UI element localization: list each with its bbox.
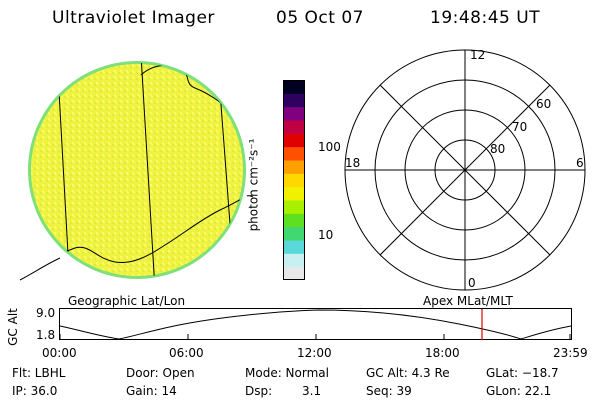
- meridian-line: [140, 63, 156, 277]
- lat-label-80: 80: [490, 142, 506, 156]
- colorbar-segment: [283, 120, 305, 134]
- colorbar-segment: [283, 106, 305, 121]
- lat-label-70: 70: [512, 120, 528, 134]
- x-tick-1200: 12:00: [297, 346, 332, 360]
- colorbar-segment: [283, 253, 305, 268]
- glat-label: GLat: −18.7: [486, 366, 559, 380]
- colorbar-segment: [283, 186, 305, 201]
- mode-label: Mode: Normal: [245, 366, 329, 380]
- colorbar-segment: [283, 160, 305, 174]
- date-label: 05 Oct 07: [276, 8, 364, 28]
- x-tick-0000: 00:00: [42, 346, 77, 360]
- gain-label: Gain: 14: [126, 384, 177, 398]
- mlt-diagonal: [379, 84, 551, 256]
- filter-label: Flt: LBHL: [12, 366, 66, 380]
- mlt-label-18: 18: [345, 156, 361, 170]
- colorbar: [283, 80, 305, 280]
- colorbar-segment: [283, 80, 305, 94]
- seq-label: Seq: 39: [366, 384, 412, 398]
- earth-uv-image: [19, 61, 254, 281]
- lat-label-60: 60: [536, 97, 552, 111]
- geo-latlon-label: Geographic Lat/Lon: [68, 294, 186, 308]
- door-label: Door: Open: [126, 366, 195, 380]
- gc-alt-label: GC Alt: 4.3 Re: [366, 366, 450, 380]
- polar-plot: [344, 49, 586, 291]
- gc-alt-max: 9.0: [36, 306, 56, 320]
- coastline: [246, 195, 254, 198]
- colorbar-segment: [283, 226, 305, 241]
- colorbar-tick-10: 10: [318, 228, 334, 242]
- mlt-label-0: 0: [468, 276, 476, 290]
- mlt-label-6: 6: [576, 156, 584, 170]
- colorbar-segment: [283, 146, 305, 161]
- x-tick-0600: 06:00: [169, 346, 204, 360]
- altitude-curve: [59, 309, 572, 340]
- dsp-value: 3.1: [302, 384, 322, 398]
- apex-mlat-label: Apex MLat/MLT: [423, 294, 513, 308]
- coastline: [19, 257, 61, 281]
- x-tick-1800: 18:00: [425, 346, 460, 360]
- gc-alt-axis-label: GC Alt: [5, 308, 20, 346]
- colorbar-segment: [283, 173, 305, 188]
- ip-label: IP: 36.0: [12, 384, 58, 398]
- colorbar-segment: [283, 200, 305, 214]
- colorbar-label: photon cm⁻²s⁻¹: [246, 138, 261, 232]
- glon-label: GLon: 22.1: [486, 384, 552, 398]
- colorbar-segment: [283, 213, 305, 228]
- app-title: Ultraviolet Imager: [52, 8, 215, 28]
- dsp-label: Dsp:: [245, 384, 273, 398]
- mlt-label-12: 12: [470, 48, 486, 62]
- x-tick-2359: 23:59: [553, 346, 588, 360]
- disk-emission: [31, 64, 243, 276]
- colorbar-tick-100: 100: [318, 140, 341, 154]
- altitude-timeline: [59, 308, 572, 340]
- colorbar-segment: [283, 133, 305, 148]
- colorbar-segment: [283, 240, 305, 254]
- colorbar-segment: [283, 266, 305, 280]
- colorbar-segment: [283, 93, 305, 108]
- gc-alt-min: 1.8: [36, 328, 56, 342]
- time-label: 19:48:45 UT: [430, 8, 541, 28]
- coastline: [30, 195, 244, 276]
